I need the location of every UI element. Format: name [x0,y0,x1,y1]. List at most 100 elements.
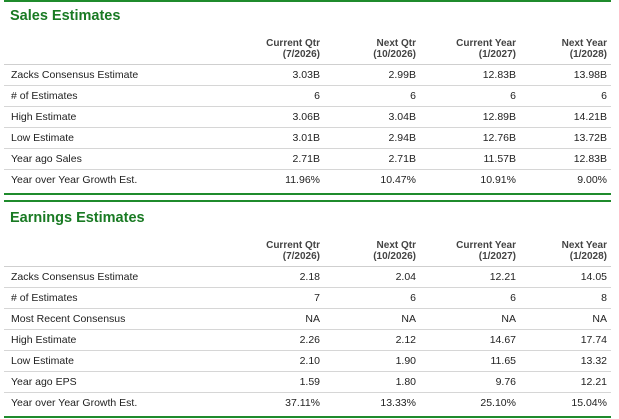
table-header-row: Current Qtr (7/2026) Next Qtr (10/2026) Cu… [4,230,611,267]
value-cell: 6 [520,85,611,107]
value-cell: 11.57B [420,148,520,170]
section-title: Sales Estimates [10,8,121,24]
value-cell: 3.03B [236,64,324,86]
table-row: Year ago EPS 1.59 1.80 9.76 12.21 [4,371,611,393]
row-label: # of Estimates [4,287,236,309]
column-header-next-qtr: Next Qtr (10/2026) [324,28,420,65]
section-title: Earnings Estimates [10,210,145,226]
column-header-next-qtr: Next Qtr (10/2026) [324,230,420,267]
value-cell: 12.83B [420,64,520,86]
value-cell: NA [420,308,520,330]
top-divider [4,200,611,202]
table-row: High Estimate 3.06B 3.04B 12.89B 14.21B [4,106,611,128]
value-cell: 12.21 [420,266,520,288]
value-cell: 6 [420,85,520,107]
value-cell: 10.47% [380,173,416,186]
value-cell: 2.26 [236,329,324,351]
value-cell: 9.00% [577,173,607,186]
value-cell: 14.21B [520,106,611,128]
value-cell: 11.96% [285,173,320,186]
value-cell: NA [324,308,420,330]
sales-table-body: Zacks Consensus Estimate 3.03B 2.99B 12.83B… [4,64,611,190]
value-cell: 2.71B [324,148,420,170]
value-cell: 15.04% [571,396,607,409]
value-cell: 25.10% [480,396,516,409]
table-row: Most Recent Consensus NA NA NA NA [4,308,611,330]
row-label: Year over Year Growth Est. [11,173,138,186]
row-label: Most Recent Consensus [4,308,236,330]
table-row: Low Estimate 2.10 1.90 11.65 13.32 [4,350,611,372]
value-cell: NA [520,308,611,330]
column-header-next-year: Next Year (1/2028) [520,28,611,65]
earnings-estimates-section: Earnings Estimates Current Qtr (7/2026) N… [4,200,615,419]
table-header-row: Current Qtr (7/2026) Next Qtr (10/2026) Cu… [4,28,611,65]
row-label: Year ago EPS [4,371,236,393]
value-cell: NA [236,308,324,330]
value-cell: 14.05 [520,266,611,288]
table-row: Year ago Sales 2.71B 2.71B 11.57B 12.83B [4,148,611,170]
value-cell: 13.33% [380,396,416,409]
row-label: Low Estimate [4,350,236,372]
value-cell: 17.74 [520,329,611,351]
value-cell: 12.83B [520,148,611,170]
column-header-current-qtr: Current Qtr (7/2026) [236,28,324,65]
sales-estimates-table: Current Qtr (7/2026) Next Qtr (10/2026) Cu… [4,28,611,190]
value-cell: 2.12 [324,329,420,351]
row-label: Zacks Consensus Estimate [4,266,236,288]
bottom-divider [4,415,611,418]
value-cell: 3.04B [324,106,420,128]
earnings-table-body: Zacks Consensus Estimate 2.18 2.04 12.21 14.… [4,266,611,413]
value-cell: 37.11% [285,396,320,409]
value-cell: 2.18 [236,266,324,288]
value-cell: 12.76B [420,127,520,149]
table-row: Zacks Consensus Estimate 3.03B 2.99B 12.83B… [4,64,611,86]
column-header-next-year: Next Year (1/2028) [520,230,611,267]
row-label: Low Estimate [4,127,236,149]
value-cell: 6 [236,85,324,107]
column-header-current-qtr: Current Qtr (7/2026) [236,230,324,267]
value-cell: 6 [420,287,520,309]
value-cell: 14.67 [420,329,520,351]
table-row: Year over Year Growth Est. 37.11% 13.33% 25… [4,392,611,413]
earnings-estimates-table: Current Qtr (7/2026) Next Qtr (10/2026) Cu… [4,230,611,413]
value-cell: 13.32 [520,350,611,372]
value-cell: 2.10 [236,350,324,372]
value-cell: 13.72B [520,127,611,149]
bottom-divider [4,192,611,195]
row-label: Year over Year Growth Est. [11,396,138,409]
header-label-cell [4,230,236,267]
value-cell: 12.21 [520,371,611,393]
value-cell: 1.80 [324,371,420,393]
value-cell: 2.99B [324,64,420,86]
value-cell: 6 [324,85,420,107]
value-cell: 9.76 [420,371,520,393]
column-header-current-year: Current Year (1/2027) [420,230,520,267]
row-label: High Estimate [4,329,236,351]
sales-estimates-section: Sales Estimates Current Qtr (7/2026) Next… [4,0,615,198]
header-label-cell [4,28,236,65]
table-row: Year over Year Growth Est. 11.96% 10.47% 10… [4,169,611,190]
table-row: Low Estimate 3.01B 2.94B 12.76B 13.72B [4,127,611,149]
value-cell: 3.01B [236,127,324,149]
row-label: # of Estimates [4,85,236,107]
value-cell: 1.90 [324,350,420,372]
value-cell: 6 [324,287,420,309]
table-row: # of Estimates 6 6 6 6 [4,85,611,107]
value-cell: 2.04 [324,266,420,288]
table-row: High Estimate 2.26 2.12 14.67 17.74 [4,329,611,351]
value-cell: 8 [520,287,611,309]
row-label: Zacks Consensus Estimate [4,64,236,86]
value-cell: 7 [236,287,324,309]
value-cell: 13.98B [520,64,611,86]
top-divider [4,0,611,2]
value-cell: 2.71B [236,148,324,170]
value-cell: 1.59 [236,371,324,393]
value-cell: 10.91% [480,173,516,186]
row-label: Year ago Sales [4,148,236,170]
column-header-current-year: Current Year (1/2027) [420,28,520,65]
table-row: Zacks Consensus Estimate 2.18 2.04 12.21 14.… [4,266,611,288]
row-label: High Estimate [4,106,236,128]
value-cell: 11.65 [420,350,520,372]
value-cell: 12.89B [420,106,520,128]
